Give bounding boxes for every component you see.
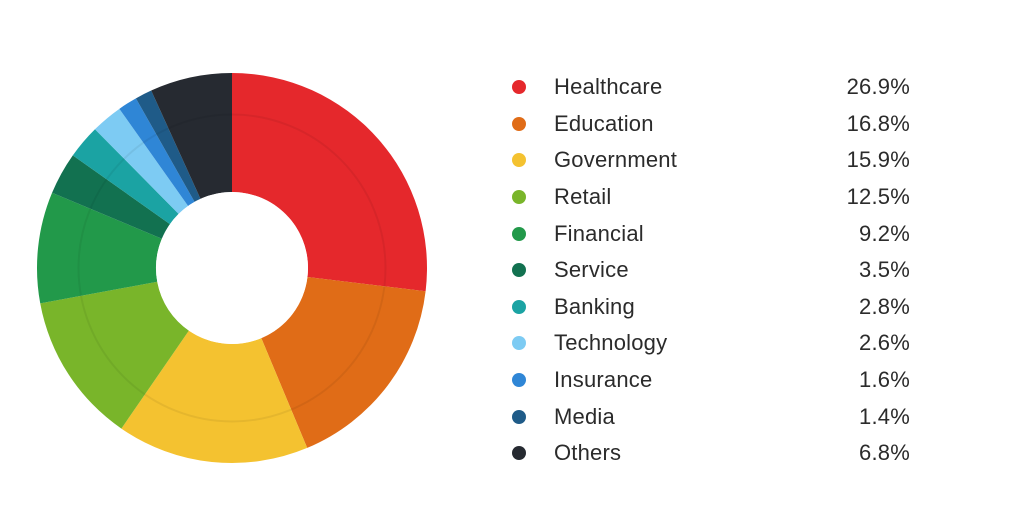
legend-dot [512, 80, 526, 95]
donut-hole [156, 192, 308, 344]
legend-value: 6.8% [859, 440, 910, 466]
donut-shade-ring [77, 113, 387, 423]
legend-label: Technology [554, 330, 668, 356]
legend-item-financial[interactable]: Financial 9.2% [506, 215, 910, 252]
slice-others[interactable] [151, 73, 232, 199]
legend-item-insurance[interactable]: Insurance 1.6% [506, 362, 910, 399]
legend-item-media[interactable]: Media 1.4% [506, 398, 910, 435]
legend-item-healthcare[interactable]: Healthcare 26.9% [506, 69, 910, 106]
legend-item-technology[interactable]: Technology 2.6% [506, 325, 910, 362]
slice-media[interactable] [135, 90, 201, 202]
legend-value: 16.8% [846, 110, 910, 136]
legend-value: 9.2% [859, 220, 910, 246]
legend-item-government[interactable]: Government 15.9% [506, 142, 910, 179]
legend: Healthcare 26.9% Education 16.8% Government 1… [506, 69, 910, 472]
legend-item-retail[interactable]: Retail 12.5% [506, 179, 910, 216]
legend-dot [512, 153, 526, 168]
legend-item-service[interactable]: Service 3.5% [506, 252, 910, 289]
legend-label: Financial [554, 220, 644, 246]
legend-value: 1.4% [859, 403, 910, 429]
legend-dot [512, 190, 526, 205]
slice-retail[interactable] [40, 281, 189, 429]
slice-banking[interactable] [72, 129, 179, 225]
legend-dot [512, 409, 526, 424]
slice-technology[interactable] [94, 108, 189, 214]
legend-value: 2.8% [859, 293, 910, 319]
legend-value: 2.6% [859, 330, 910, 356]
legend-label: Others [554, 440, 622, 466]
legend-value: 15.9% [846, 147, 910, 173]
legend-label: Banking [554, 293, 635, 319]
legend-dot [512, 116, 526, 131]
slice-insurance[interactable] [119, 98, 195, 206]
legend-label: Media [554, 403, 615, 429]
legend-dot [512, 263, 526, 278]
legend-label: Service [554, 257, 629, 283]
legend-dot [512, 226, 526, 241]
legend-dot [512, 336, 526, 351]
legend-value: 12.5% [846, 184, 910, 210]
slice-government[interactable] [121, 330, 308, 464]
legend-item-banking[interactable]: Banking 2.8% [506, 289, 910, 326]
legend-value: 3.5% [859, 257, 910, 283]
legend-value: 26.9% [846, 74, 910, 100]
legend-item-others[interactable]: Others 6.8% [506, 435, 910, 472]
slice-education[interactable] [261, 277, 426, 448]
legend-label: Education [554, 110, 654, 136]
legend-dot [512, 373, 526, 388]
legend-label: Government [554, 147, 678, 173]
legend-dot [512, 299, 526, 314]
slice-service[interactable] [52, 155, 170, 239]
legend-label: Retail [554, 184, 612, 210]
legend-item-education[interactable]: Education 16.8% [506, 106, 910, 143]
legend-value: 1.6% [859, 367, 910, 393]
slice-healthcare[interactable] [232, 73, 427, 292]
slice-financial[interactable] [36, 192, 162, 304]
legend-dot [512, 446, 526, 461]
legend-label: Healthcare [554, 74, 663, 100]
legend-label: Insurance [554, 367, 653, 393]
